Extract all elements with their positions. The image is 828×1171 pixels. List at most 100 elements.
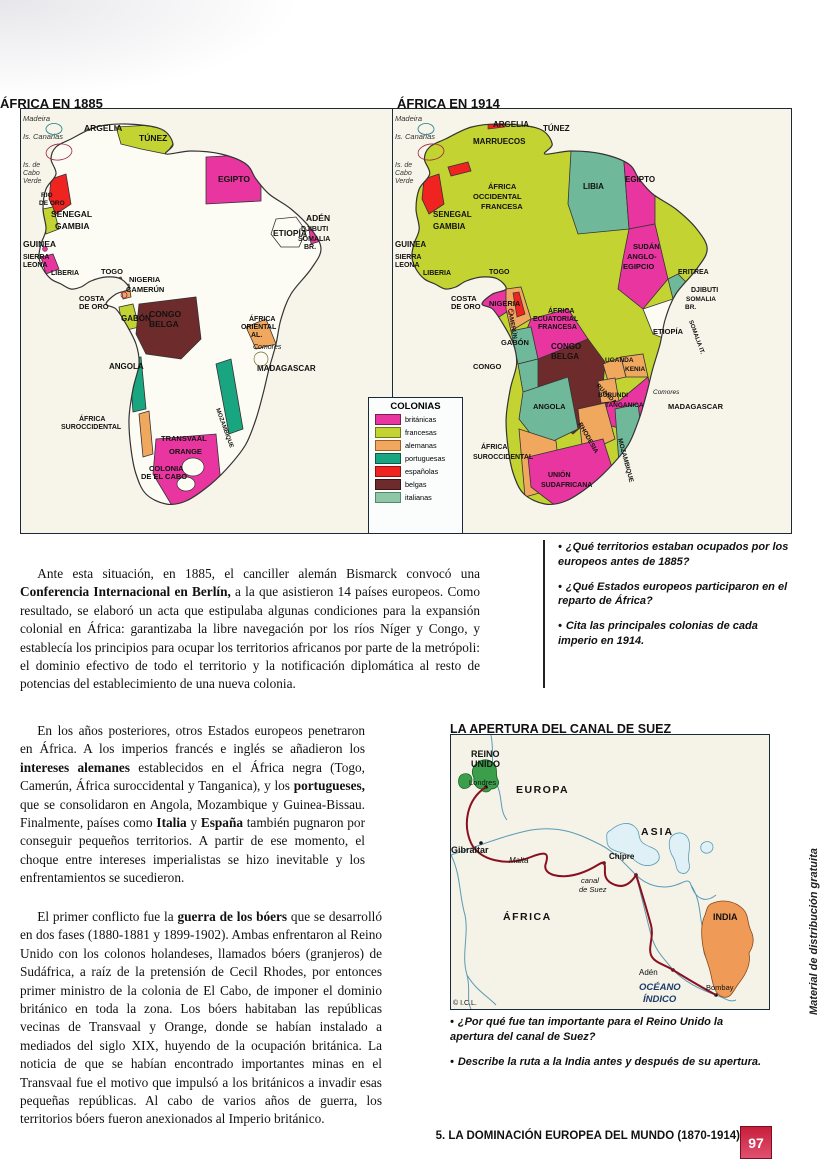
svg-text:GUINEA: GUINEA — [395, 240, 426, 249]
svg-text:ÁFRICA: ÁFRICA — [488, 182, 517, 191]
svg-text:ARGELIA: ARGELIA — [493, 120, 529, 129]
svg-text:Londres: Londres — [469, 778, 496, 787]
svg-text:SUDAFRICANA: SUDAFRICANA — [541, 482, 592, 489]
svg-text:CAMERÚN: CAMERÚN — [126, 285, 164, 294]
svg-text:ÍNDICO: ÍNDICO — [643, 994, 677, 1005]
svg-text:ÁFRICA: ÁFRICA — [249, 314, 275, 323]
svg-text:CONGO: CONGO — [149, 309, 182, 319]
svg-text:ORANGE: ORANGE — [169, 447, 202, 456]
svg-text:DE ORO: DE ORO — [451, 302, 481, 311]
svg-text:MADAGASCAR: MADAGASCAR — [257, 364, 316, 373]
svg-text:TOGO: TOGO — [101, 267, 123, 276]
svg-text:ANGOLA: ANGOLA — [109, 362, 144, 371]
svg-text:REINO: REINO — [471, 749, 500, 759]
svg-text:Gibraltar: Gibraltar — [451, 845, 489, 855]
svg-text:NIGERIA: NIGERIA — [129, 275, 161, 284]
svg-text:Bombay: Bombay — [706, 983, 734, 992]
svg-text:DJIBUTI: DJIBUTI — [691, 287, 718, 294]
svg-text:BR.: BR. — [685, 304, 696, 311]
svg-text:Is. de: Is. de — [23, 162, 40, 169]
svg-text:TRANSVAAL: TRANSVAAL — [161, 434, 207, 443]
svg-text:Comores: Comores — [653, 389, 680, 396]
svg-text:GABÓN: GABÓN — [501, 338, 529, 347]
svg-text:canal: canal — [581, 876, 599, 885]
svg-text:OCÉANO: OCÉANO — [639, 982, 681, 993]
svg-text:ETIOPÍA: ETIOPÍA — [653, 327, 684, 336]
svg-text:FRANCESA: FRANCESA — [538, 324, 577, 331]
svg-text:Is. Canarias: Is. Canarias — [395, 132, 435, 141]
svg-text:TÚNEZ: TÚNEZ — [139, 132, 167, 143]
svg-text:OCCIDENTAL: OCCIDENTAL — [473, 192, 522, 201]
svg-text:ANGOLA: ANGOLA — [533, 402, 566, 411]
svg-text:BELGA: BELGA — [551, 352, 579, 361]
svg-text:Adén: Adén — [639, 968, 658, 977]
svg-text:MADAGASCAR: MADAGASCAR — [668, 402, 724, 411]
svg-text:Is. de: Is. de — [395, 162, 412, 169]
svg-text:CONGO: CONGO — [551, 342, 581, 351]
svg-text:Madeira: Madeira — [395, 114, 422, 123]
svg-text:ÁFRICA: ÁFRICA — [503, 910, 552, 923]
svg-text:SUROCCIDENTAL: SUROCCIDENTAL — [473, 454, 534, 461]
svg-text:Chipre: Chipre — [609, 852, 635, 861]
svg-text:MARRUECOS: MARRUECOS — [473, 137, 526, 146]
svg-text:SENEGAL: SENEGAL — [51, 209, 92, 219]
svg-text:ÁFRICA: ÁFRICA — [481, 442, 507, 451]
svg-text:LIBERIA: LIBERIA — [51, 270, 79, 277]
svg-text:BELGA: BELGA — [149, 319, 179, 329]
svg-text:Comores: Comores — [253, 344, 282, 351]
svg-text:KENIA: KENIA — [625, 366, 646, 373]
svg-text:SENEGAL: SENEGAL — [433, 210, 472, 219]
svg-text:UNIÓN: UNIÓN — [548, 470, 571, 479]
svg-text:GABÓN: GABÓN — [121, 314, 151, 323]
svg-text:EGIPCIO: EGIPCIO — [623, 262, 654, 271]
svg-text:Is. Canarias: Is. Canarias — [23, 132, 63, 141]
svg-text:ÁFRICA: ÁFRICA — [548, 306, 574, 315]
svg-text:INDIA: INDIA — [713, 912, 738, 922]
svg-text:SOMALIA: SOMALIA — [686, 296, 716, 303]
svg-text:AL.: AL. — [251, 332, 262, 339]
svg-text:LEONA: LEONA — [23, 262, 48, 269]
svg-text:EGIPTO: EGIPTO — [625, 175, 655, 184]
svg-text:GUINEA: GUINEA — [23, 239, 56, 249]
svg-text:LIBIA: LIBIA — [583, 182, 604, 191]
svg-text:ANGLO-: ANGLO- — [627, 252, 657, 261]
svg-text:BURUNDI: BURUNDI — [598, 392, 628, 399]
svg-text:SUDÁN: SUDÁN — [633, 242, 660, 251]
svg-text:TÚNEZ: TÚNEZ — [543, 124, 570, 133]
svg-text:DE ORO: DE ORO — [39, 200, 65, 207]
svg-text:EUROPA: EUROPA — [516, 784, 569, 796]
svg-text:DE ORO: DE ORO — [79, 302, 109, 311]
svg-text:TANGANICA: TANGANICA — [605, 402, 644, 409]
svg-text:SOMALIA: SOMALIA — [298, 236, 330, 243]
svg-text:RIO: RIO — [41, 192, 53, 199]
svg-text:© I.C.L.: © I.C.L. — [453, 999, 477, 1007]
svg-text:DE EL CABO: DE EL CABO — [141, 472, 187, 481]
svg-text:Verde: Verde — [23, 178, 42, 185]
svg-text:LIBERIA: LIBERIA — [423, 270, 451, 277]
svg-text:SIERRA: SIERRA — [23, 254, 49, 261]
svg-text:ASIA: ASIA — [641, 826, 674, 838]
svg-text:ADÉN: ADÉN — [306, 213, 330, 223]
svg-text:UGANDA: UGANDA — [605, 357, 634, 364]
svg-text:ERITREA: ERITREA — [678, 269, 709, 276]
svg-text:ORIENTAL: ORIENTAL — [241, 324, 277, 331]
svg-text:Malta: Malta — [509, 856, 529, 865]
svg-text:ÁFRICA: ÁFRICA — [79, 414, 105, 423]
svg-text:CONGO: CONGO — [473, 362, 502, 371]
svg-text:EGIPTO: EGIPTO — [218, 174, 250, 184]
svg-text:de Suez: de Suez — [579, 885, 607, 894]
svg-text:Verde: Verde — [395, 178, 414, 185]
svg-text:GAMBIA: GAMBIA — [433, 222, 466, 231]
svg-text:ECUATORIAL: ECUATORIAL — [533, 316, 579, 323]
svg-text:NIGERIA: NIGERIA — [489, 299, 521, 308]
svg-text:BR.: BR. — [304, 244, 316, 251]
svg-text:Madeira: Madeira — [23, 114, 50, 123]
svg-text:SUROCCIDENTAL: SUROCCIDENTAL — [61, 424, 122, 431]
svg-text:ARGELIA: ARGELIA — [84, 123, 122, 133]
svg-text:GAMBIA: GAMBIA — [55, 221, 89, 231]
svg-text:DJIBUTI: DJIBUTI — [301, 226, 328, 233]
svg-text:Cabo: Cabo — [23, 170, 40, 177]
svg-text:LEONA: LEONA — [395, 262, 420, 269]
svg-text:UNIDO: UNIDO — [471, 759, 500, 769]
svg-text:TOGO: TOGO — [489, 269, 510, 276]
